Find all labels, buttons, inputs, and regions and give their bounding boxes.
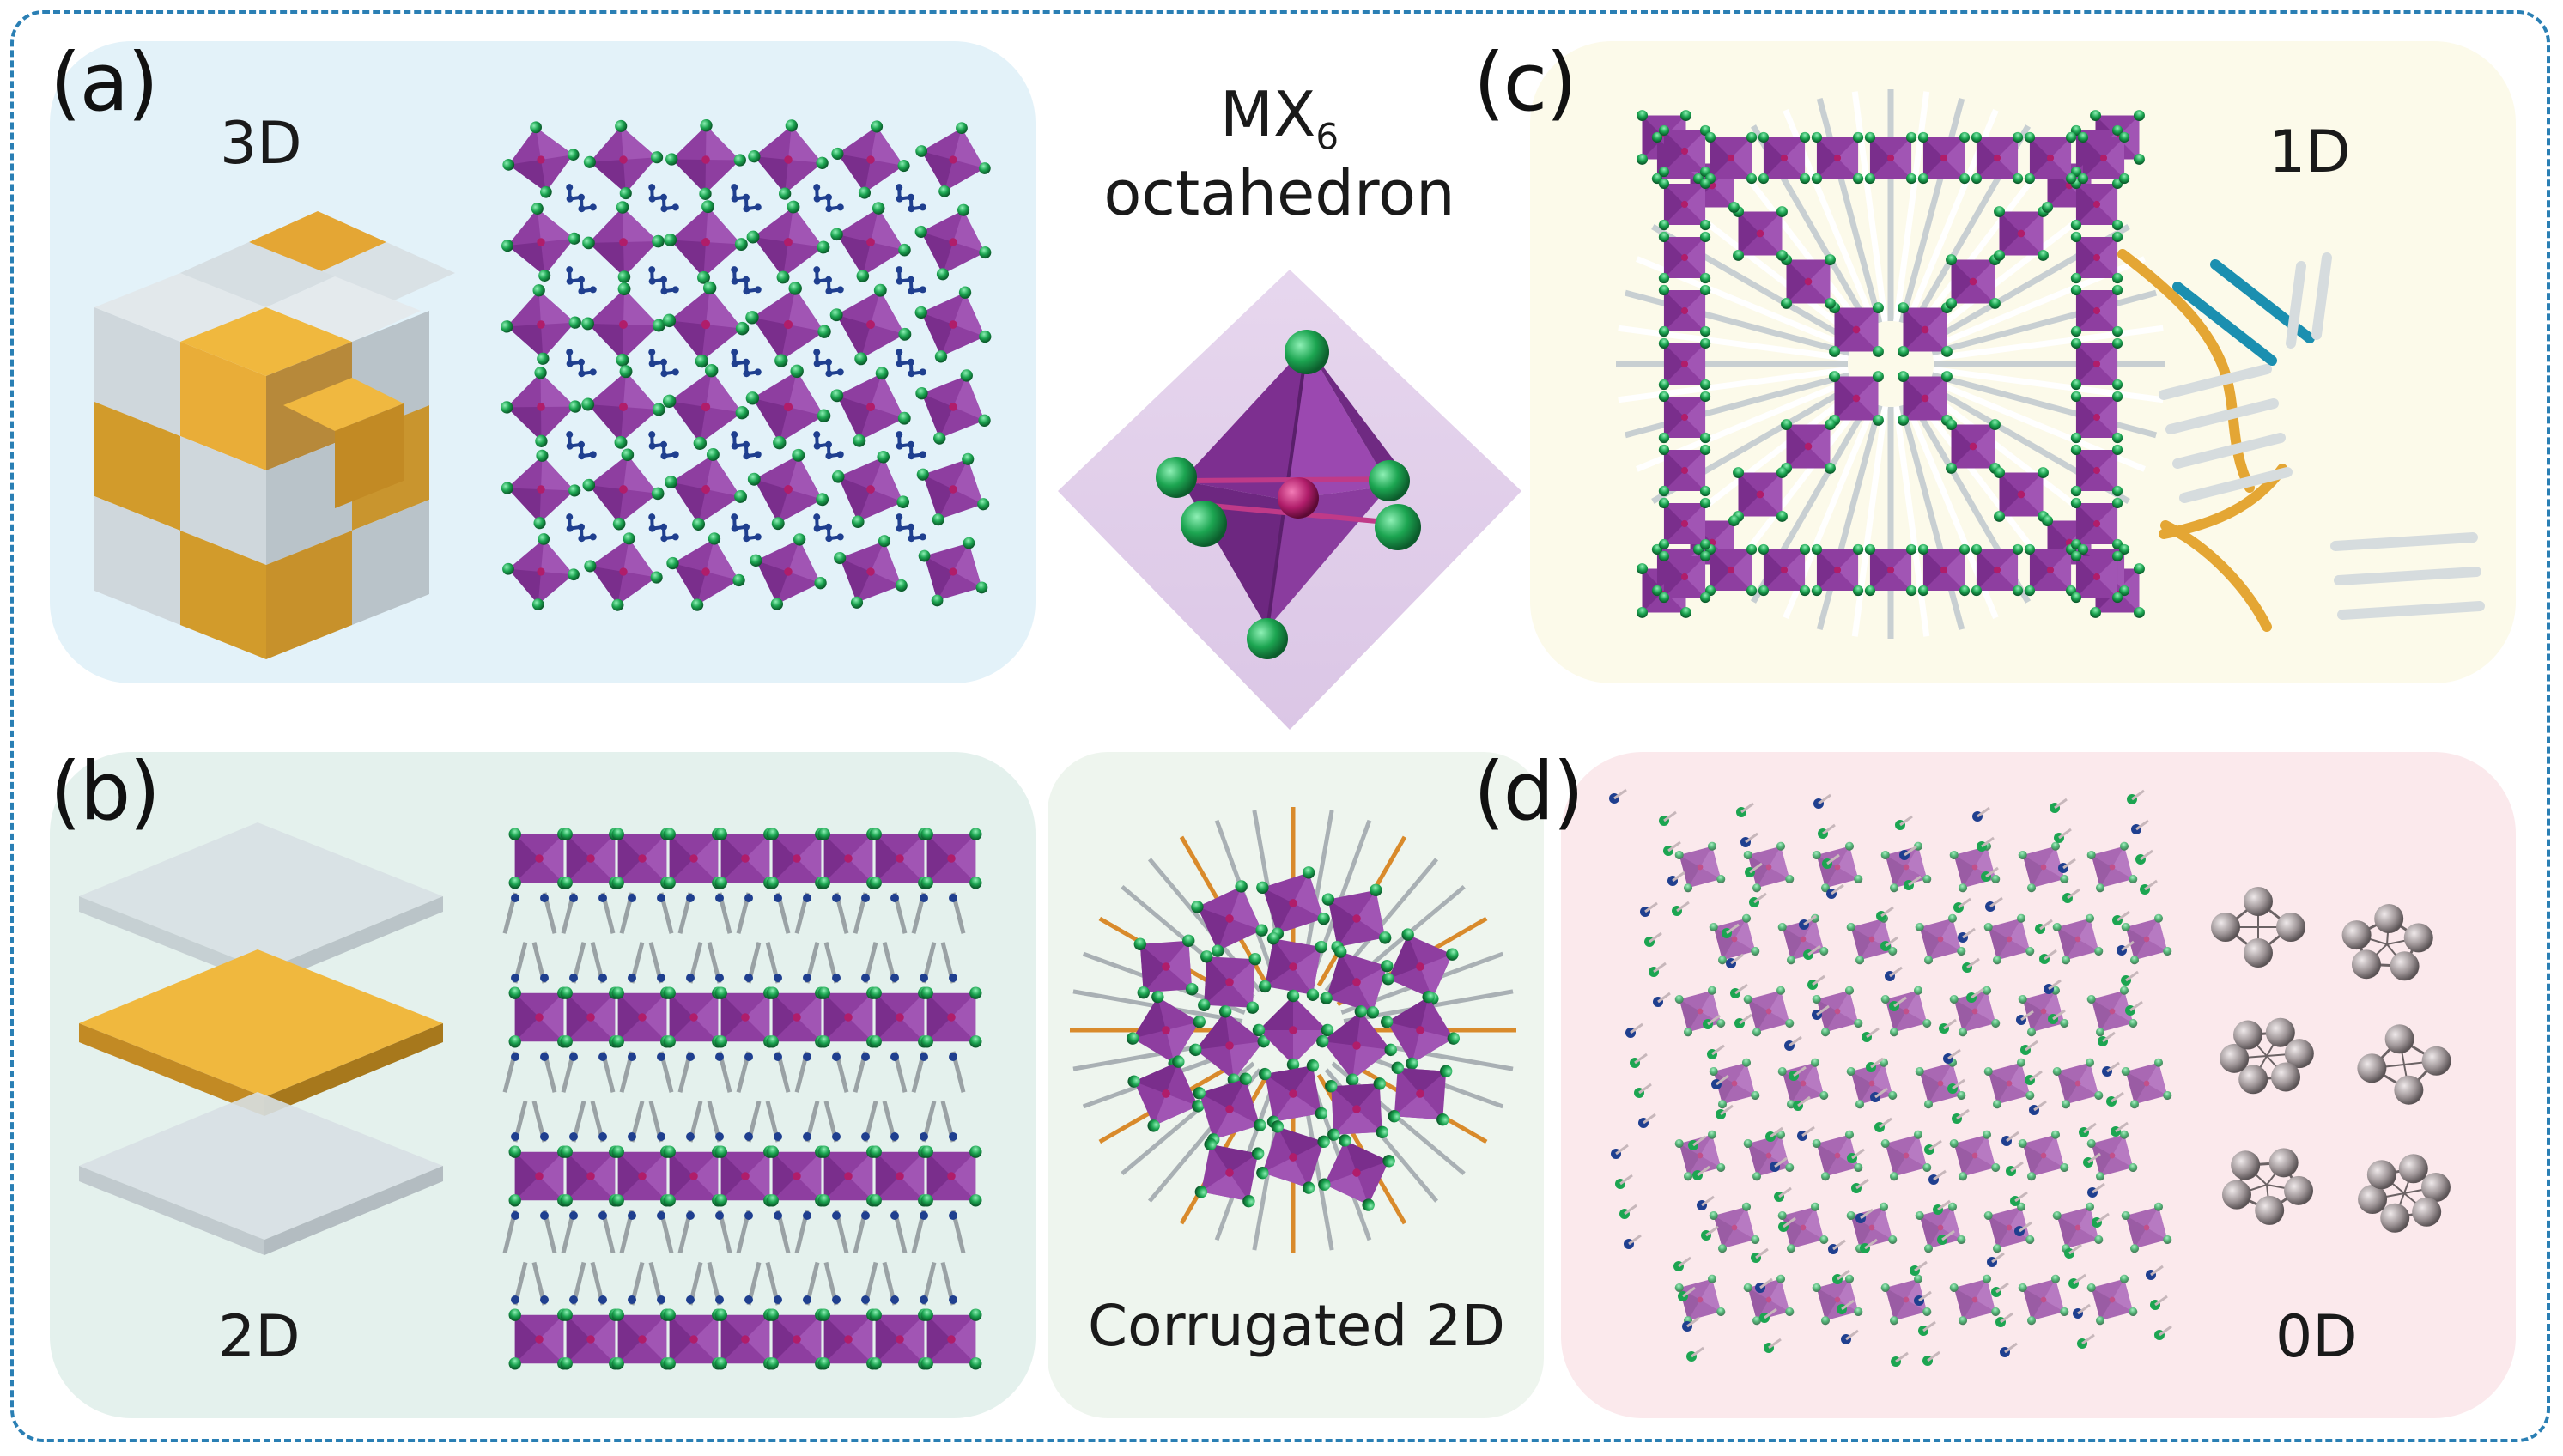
- dim-label-3d: 3D: [220, 110, 302, 178]
- corrugated-2d-network: [1070, 807, 1516, 1253]
- mx6-caption: MX6 octahedron: [1082, 79, 1477, 228]
- panel-label-b: (b): [50, 745, 161, 839]
- panel-label-c: (c): [1473, 36, 1577, 130]
- mx6-octahedron-model: [1058, 270, 1521, 730]
- perovskite-2d-layered-network: [502, 828, 982, 1370]
- layers-2d-icon: [79, 822, 443, 1255]
- mx6-formula: MX6: [1219, 78, 1339, 158]
- dim-label-2d: 2D: [218, 1303, 301, 1371]
- outer-dashed-frame: [10, 10, 2550, 1442]
- perovskite-3d-network: [501, 119, 992, 611]
- octahedron-word: octahedron: [1103, 156, 1455, 229]
- corrugated-2d-label: Corrugated 2D: [1088, 1293, 1505, 1359]
- dim-label-1d: 1D: [2268, 118, 2351, 186]
- perovskite-0d-network: [1609, 788, 2172, 1367]
- panel-label-a: (a): [50, 36, 159, 130]
- panel-label-d: (d): [1473, 745, 1584, 839]
- rods-1d-icon: [2117, 249, 2485, 632]
- dim-label-0d: 0D: [2275, 1303, 2358, 1371]
- perovskite-1d-network: [1616, 89, 2165, 639]
- clusters-0d-icon: [2211, 887, 2451, 1233]
- cube-3d-icon: [94, 211, 455, 659]
